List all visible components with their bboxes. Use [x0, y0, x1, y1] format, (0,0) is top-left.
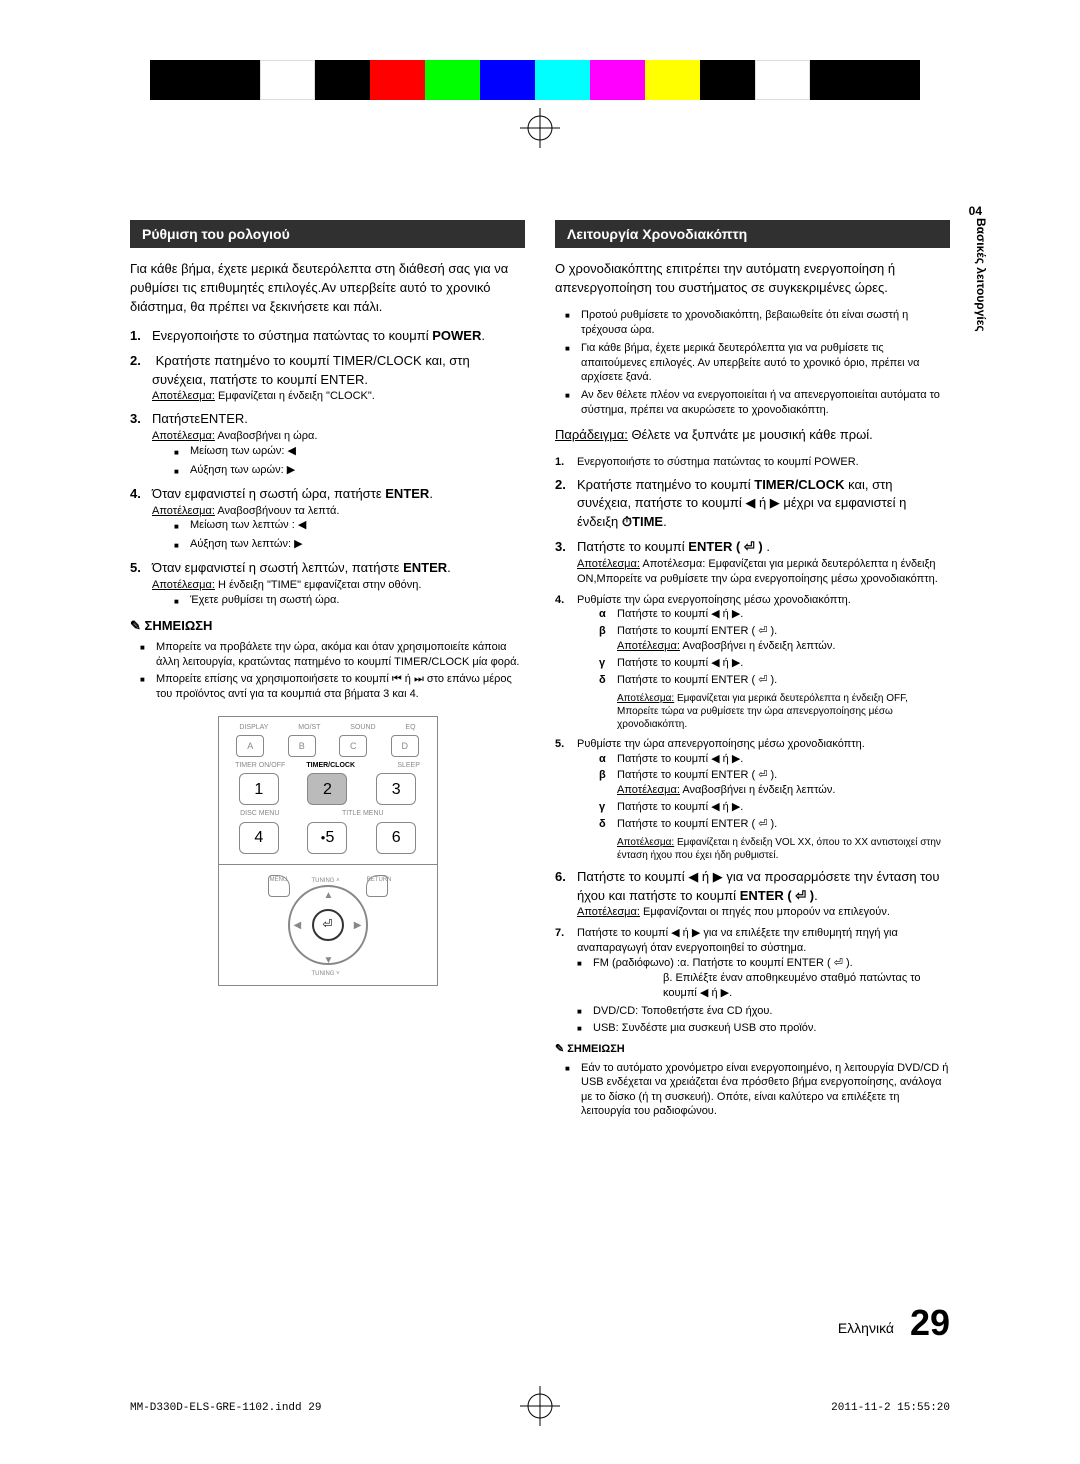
timer-step-1: Ενεργοποιήστε το σύστημα πατώντας το κου… [555, 455, 950, 470]
page-content: Ρύθμιση του ρολογιού Για κάθε βήμα, έχετ… [130, 220, 950, 1121]
note-heading-right: ΣΗΜΕΙΩΣΗ [555, 1042, 950, 1057]
clock-step-2: Κρατήστε πατημένο το κουμπί TIMER/CLOCK … [130, 352, 525, 405]
timer-step-4: Ρυθμίστε την ώρα ενεργοποίησης μέσω χρον… [555, 593, 950, 731]
timer-step-5: Ρυθμίστε την ώρα απενεργοποίησης μέσω χρ… [555, 737, 950, 862]
chapter-label: Βασικές λειτουργίες [974, 218, 988, 332]
clock-steps: Ενεργοποιήστε το σύστημα πατώντας το κου… [130, 327, 525, 609]
timer-intro: Ο χρονοδιακόπτης επιτρέπει την αυτόματη … [555, 260, 950, 298]
note-heading-left: ΣΗΜΕΙΩΣΗ [130, 617, 525, 636]
page-language: Ελληνικά [838, 1320, 894, 1336]
timer-step-7: Πατήστε το κουμπί ◀ ή ▶ για να επιλέξετε… [555, 926, 950, 1036]
note-right-1: Εάν το αυτόματο χρονόμετρο είναι ενεργοπ… [565, 1061, 950, 1118]
registration-colorbar [150, 60, 920, 100]
timer-steps: Ενεργοποιήστε το σύστημα πατώντας το κου… [555, 455, 950, 1036]
footer-filename: MM-D330D-ELS-GRE-1102.indd 29 [130, 1402, 321, 1414]
registration-mark-bottom [520, 1386, 560, 1426]
left-column: Ρύθμιση του ρολογιού Για κάθε βήμα, έχετ… [130, 220, 525, 1121]
registration-mark-top [520, 108, 560, 148]
note-left-2: Μπορείτε επίσης να χρησιμοποιήσετε το κο… [140, 672, 525, 702]
page-number: 29 [910, 1302, 950, 1344]
note-left-1: Μπορείτε να προβάλετε την ώρα, ακόμα και… [140, 640, 525, 670]
chapter-number: 04 [969, 204, 982, 218]
clock-step-5: Όταν εμφανιστεί η σωστή λεπτών, πατήστε … [130, 559, 525, 609]
clock-step-3: ΠατήστεENTER. Αποτέλεσμα: Αναβοσβήνει η … [130, 410, 525, 479]
section-title-timer: Λειτουργία Χρονοδιακόπτη [555, 220, 950, 248]
remote-illustration: DISPLAYMO/STSOUNDEQ ABCD TIMER ON/OFFTIM… [218, 716, 438, 985]
timer-step-6: Πατήστε το κουμπί ◀ ή ▶ για να προσαρμόσ… [555, 868, 950, 921]
timer-step-2: Κρατήστε πατημένο το κουμπί TIMER/CLOCK … [555, 476, 950, 533]
clock-intro: Για κάθε βήμα, έχετε μερικά δευτερόλεπτα… [130, 260, 525, 317]
timer-step-3: Πατήστε το κουμπί ENTER ( ⏎ ) . Αποτέλεσ… [555, 538, 950, 587]
clock-step-1: Ενεργοποιήστε το σύστημα πατώντας το κου… [130, 327, 525, 346]
section-title-clock: Ρύθμιση του ρολογιού [130, 220, 525, 248]
footer-timestamp: 2011-11-2 15:55:20 [831, 1402, 950, 1414]
clock-step-4: Όταν εμφανιστεί η σωστή ώρα, πατήστε ENT… [130, 485, 525, 554]
right-column: Λειτουργία Χρονοδιακόπτη Ο χρονοδιακόπτη… [555, 220, 950, 1121]
